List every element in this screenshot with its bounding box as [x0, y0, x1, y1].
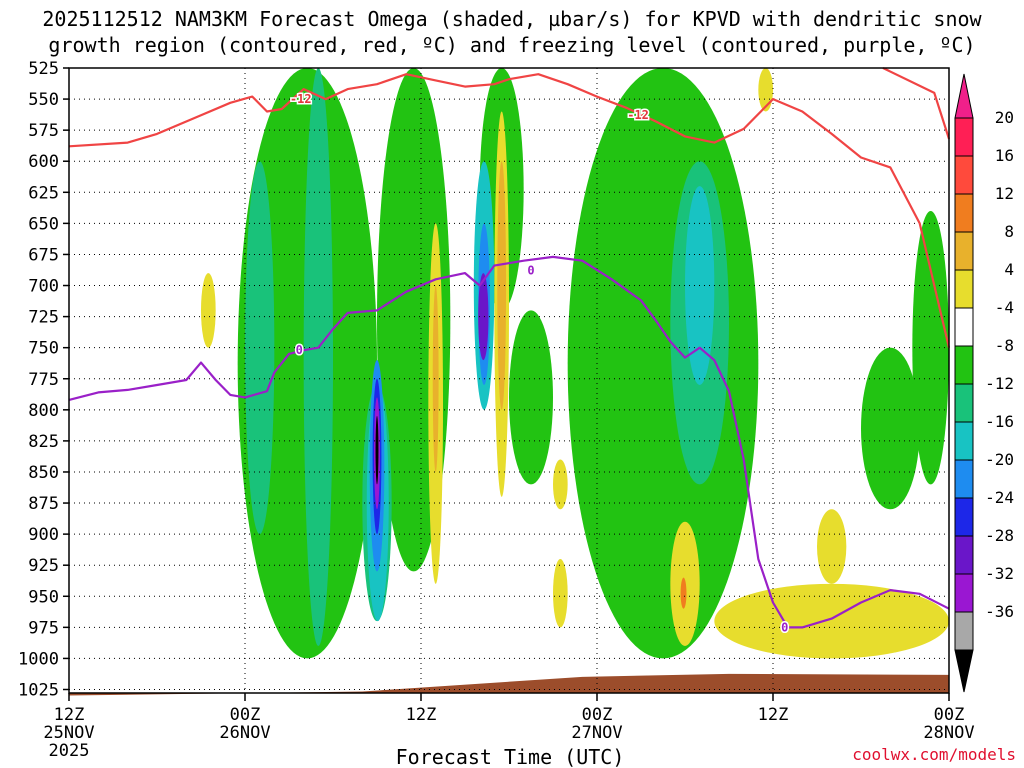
plot-area: -12 -12 0 0 0 [68, 67, 951, 696]
y-tick-label-675: 675 [28, 245, 59, 265]
colorbar-label-10: -24 [985, 488, 1014, 507]
omega-region-28 [817, 509, 847, 584]
omega-region-19 [375, 416, 379, 485]
omega-region-3 [509, 310, 553, 485]
colorbar-label-4: 4 [1004, 260, 1014, 279]
colorbar-swatch-9 [954, 459, 974, 499]
x-tick-time-36: 00Z [582, 705, 613, 725]
y-tick-label-650: 650 [28, 214, 59, 234]
y-axis-ticks: 525 550 575 600 625 650 675 700 725 750 775 800 825 8… [18, 59, 69, 701]
omega-region-8 [303, 68, 334, 646]
x-tick-time-60: 00Z [934, 705, 965, 725]
colorbar-swatch-1 [954, 155, 974, 195]
y-tick-label-1000: 1000 [18, 649, 59, 669]
colorbar-swatch-12 [954, 573, 974, 613]
y-tick-label-625: 625 [28, 183, 59, 203]
dendritic-contour-label-1: -12 [627, 108, 649, 122]
colorbar-label-3: 8 [1004, 222, 1014, 241]
colorbar-swatch-8 [954, 421, 974, 461]
colorbar-label-9: -20 [985, 450, 1014, 469]
y-tick-label-775: 775 [28, 370, 59, 390]
omega-region-4 [567, 68, 759, 659]
x-tick-time-24: 12Z [406, 705, 437, 725]
freezing-contour-label-2: 0 [781, 620, 788, 634]
omega-region-20 [201, 273, 216, 348]
terrain-band [69, 673, 949, 696]
x-tick-date-60: 28NOV [923, 723, 974, 743]
omega-region-6 [912, 210, 950, 485]
y-tick-label-700: 700 [28, 277, 59, 297]
terrain-layer [69, 673, 949, 696]
contour-lines: -12 -12 0 0 0 [68, 67, 951, 636]
colorbar-swatch-0 [954, 117, 974, 157]
x-axis-label: Forecast Time (UTC) [396, 745, 625, 768]
colorbar-label-1: 16 [995, 146, 1014, 165]
colorbar-swatch-2 [954, 193, 974, 233]
x-tick-time-12: 00Z [230, 705, 261, 725]
omega-region-30 [432, 285, 439, 472]
freezing-contour-label-1: 0 [527, 264, 534, 278]
x-tick-date-12: 26NOV [219, 723, 270, 743]
y-tick-label-825: 825 [28, 432, 59, 452]
colorbar-swatch-7 [954, 383, 974, 423]
y-tick-label-900: 900 [28, 525, 59, 545]
credit-text: coolwx.com/models [852, 745, 1016, 764]
y-tick-label-875: 875 [28, 494, 59, 514]
omega-region-5 [861, 347, 920, 510]
y-tick-label-575: 575 [28, 121, 59, 141]
y-tick-label-725: 725 [28, 308, 59, 328]
colorbar-bottom-triangle [954, 649, 974, 693]
chart-title-line1: 2025112512 NAM3KM Forecast Omega (shaded… [42, 7, 982, 31]
y-tick-label-925: 925 [28, 556, 59, 576]
colorbar-label-6: -8 [995, 336, 1014, 355]
colorbar-swatch-10 [954, 497, 974, 537]
y-tick-label-800: 800 [28, 401, 59, 421]
colorbar: 20 16 12 8 4 -4 -8 -12 -16 -20 -24 -28 -32 -36 [954, 73, 1014, 693]
colorbar-label-7: -12 [985, 374, 1014, 393]
colorbar-swatch-11 [954, 535, 974, 575]
colorbar-swatch-6 [954, 345, 974, 385]
omega-shading [201, 67, 950, 659]
y-tick-label-550: 550 [28, 90, 59, 110]
chart-title-line2: growth region (contoured, red, ºC) and f… [48, 33, 975, 57]
omega-region-25 [758, 68, 774, 112]
y-tick-label-850: 850 [28, 463, 59, 483]
colorbar-label-12: -32 [985, 564, 1014, 583]
dendritic-contour-label-0: -12 [290, 92, 312, 106]
y-tick-label-1025: 1025 [18, 681, 59, 701]
x-tick-date-0: 25NOV [43, 723, 94, 743]
x-tick-time-48: 12Z [758, 705, 789, 725]
colorbar-swatch-13 [954, 611, 974, 651]
freezing-contour-label-0: 0 [296, 343, 303, 357]
colorbar-label-2: 12 [995, 184, 1014, 203]
x-tick-year-0: 2025 [49, 741, 90, 761]
y-tick-label-950: 950 [28, 587, 59, 607]
colorbar-label-8: -16 [985, 412, 1014, 431]
omega-region-17 [478, 273, 489, 361]
x-tick-date-36: 27NOV [571, 723, 622, 743]
x-tick-time-0: 12Z [54, 705, 85, 725]
plot-frame [68, 67, 950, 694]
dendritic-contour-right [882, 67, 951, 140]
omega-region-23 [553, 459, 568, 510]
colorbar-label-13: -36 [985, 602, 1014, 621]
colorbar-label-5: -4 [995, 298, 1014, 317]
y-tick-label-525: 525 [28, 59, 59, 79]
y-tick-label-600: 600 [28, 152, 59, 172]
omega-region-27 [714, 583, 950, 659]
omega-region-31 [680, 577, 687, 609]
colorbar-top-triangle [954, 73, 974, 119]
colorbar-label-11: -28 [985, 526, 1014, 545]
omega-region-24 [553, 558, 568, 628]
colorbar-swatch-4 [954, 269, 974, 309]
colorbar-swatch-5 [954, 307, 974, 347]
freezing-level-contour [68, 255, 950, 629]
dendritic-contour-main [68, 73, 951, 348]
colorbar-swatch-3 [954, 231, 974, 271]
y-tick-label-975: 975 [28, 618, 59, 638]
y-tick-label-750: 750 [28, 339, 59, 359]
colorbar-label-0: 20 [995, 108, 1014, 127]
